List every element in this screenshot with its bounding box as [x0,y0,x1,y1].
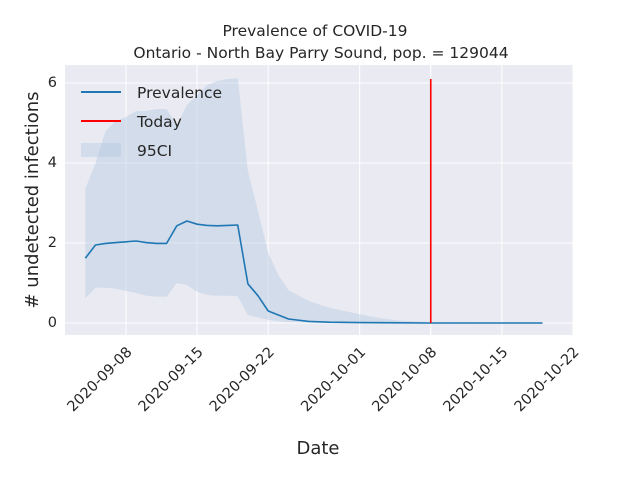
x-axis-label: Date [296,438,339,459]
x-tick-labels: 2020-09-08 2020-09-15 2020-09-22 2020-10-01… [65,344,583,415]
legend-95ci-label: 95CI [137,142,172,160]
series-layer [84,79,543,324]
y-tick-label: 6 [48,75,57,91]
legend: Prevalence Today 95CI [81,84,222,160]
y-tick-label: 4 [48,155,57,171]
plot-area [65,65,573,335]
chart-title: Prevalence of COVID-19 [222,22,407,40]
x-tick-label: 2020-09-08 [65,344,136,415]
y-tick-labels: 0 2 4 6 [48,75,57,331]
x-tick-label: 2020-10-22 [512,344,583,415]
ci-band [85,78,543,323]
x-tick-label: 2020-10-01 [298,344,369,415]
prevalence-line [84,220,543,324]
y-axis-label: # undetected infections [22,91,43,308]
x-tick-label: 2020-09-15 [136,344,207,415]
legend-95ci-swatch [81,143,121,157]
y-tick-label: 2 [48,235,57,251]
chart-subtitle: Ontario - North Bay Parry Sound, pop. = … [133,44,508,62]
legend-prevalence-label: Prevalence [137,84,222,102]
y-tick-label: 0 [48,315,57,331]
x-tick-label: 2020-10-08 [369,344,440,415]
x-tick-label: 2020-09-22 [207,344,278,415]
legend-today-label: Today [136,113,182,131]
x-tick-label: 2020-10-15 [441,344,512,415]
ci-band-layer [85,78,543,323]
